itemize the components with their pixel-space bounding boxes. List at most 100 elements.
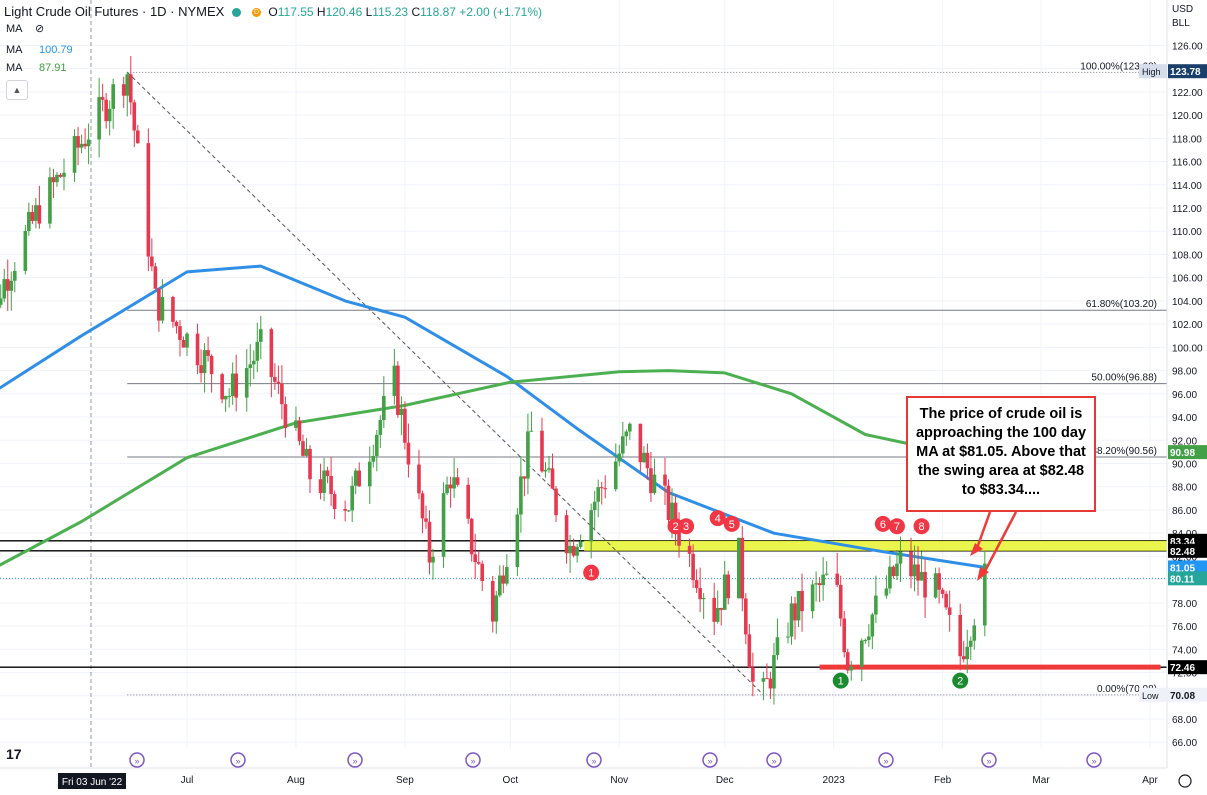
close-label: C: [411, 5, 421, 19]
candle-body: [874, 595, 878, 615]
event-icon-glyph: »: [883, 756, 888, 766]
candle-body: [677, 528, 681, 546]
event-icon-glyph: »: [707, 756, 712, 766]
candle-body: [185, 333, 189, 348]
status-dot-icon: [231, 8, 241, 18]
candle-body: [346, 510, 351, 512]
candle-body: [325, 470, 330, 477]
candle-body: [318, 479, 323, 493]
candle-body: [698, 588, 702, 600]
symbol-title[interactable]: Light Crude Oil Futures · 1D · NYMEX: [4, 4, 225, 19]
candle-body: [505, 567, 509, 584]
candle-body: [638, 423, 643, 463]
candle-body: [891, 566, 896, 576]
candle-body: [835, 573, 840, 585]
candle-body: [9, 280, 14, 291]
candle-body: [490, 580, 495, 622]
price-tick: 120.00: [1172, 111, 1203, 122]
eye-off-icon[interactable]: ⊘: [34, 23, 45, 35]
price-tick: 98.00: [1172, 367, 1197, 378]
price-tick: 90.00: [1172, 459, 1197, 470]
candle-body: [726, 574, 731, 599]
candle-body: [937, 573, 941, 590]
marker-red: [583, 564, 600, 581]
marker-red-label: 5: [729, 519, 735, 531]
price-tick: 96.00: [1172, 390, 1197, 401]
marker-red: [709, 510, 726, 527]
price-tick: 106.00: [1172, 274, 1203, 285]
candle-body: [540, 430, 544, 472]
candle-body: [417, 464, 421, 494]
candle-body: [2, 279, 7, 299]
marker-green: [952, 672, 969, 689]
candles: [0, 56, 987, 705]
candle-body: [983, 563, 987, 626]
price-tag-side-label: Low: [1142, 691, 1159, 701]
candle-body: [793, 603, 797, 621]
candle-body: [501, 575, 506, 584]
candle-body: [304, 448, 309, 456]
price-tag-side: [1139, 687, 1167, 702]
candle-body: [269, 329, 274, 377]
candle-body: [160, 296, 165, 321]
tradingview-logo: 17: [6, 746, 22, 762]
candle-body: [135, 130, 140, 144]
time-tick: 2023: [823, 775, 846, 786]
currency-label: USD: [1172, 4, 1193, 15]
candle-body: [526, 431, 530, 479]
candle-body: [427, 521, 432, 563]
event-icon: [347, 752, 363, 768]
candle-body: [83, 143, 87, 147]
event-icon: [702, 752, 718, 768]
candle-body: [406, 442, 411, 465]
candle-body: [642, 452, 646, 463]
time-tick: Dec: [716, 775, 734, 786]
price-tick: 92.00: [1172, 436, 1197, 447]
candle-body: [424, 518, 428, 522]
candle-body: [687, 545, 692, 554]
candle-body: [933, 573, 938, 598]
ma-legend-1[interactable]: MA ⊘: [6, 22, 44, 35]
ma-legend-3[interactable]: MA 87.91: [6, 62, 67, 74]
candle-body: [621, 436, 625, 454]
marker-red-label: 8: [918, 521, 924, 533]
event-icon-glyph: »: [352, 756, 357, 766]
candle-body: [248, 364, 253, 369]
candle-body: [649, 468, 653, 494]
price-tick: 82.00: [1172, 552, 1197, 563]
ma2-value: 100.79: [38, 44, 73, 56]
marker-red-label: 1: [588, 568, 594, 580]
ma-legend-2[interactable]: MA 100.79: [6, 44, 73, 56]
candle-body: [712, 597, 716, 622]
candle-body: [30, 211, 35, 221]
ma-line-1: [0, 264, 986, 569]
candle-body: [308, 448, 312, 480]
event-icon: [586, 752, 602, 768]
time-tick: Apr: [1142, 775, 1158, 786]
candle-body: [466, 484, 470, 519]
candle-body: [599, 487, 604, 489]
candle-body: [128, 74, 133, 103]
marker-red-label: 3: [683, 521, 689, 533]
price-tag-label: 82.48: [1170, 547, 1195, 558]
candle-body: [550, 468, 555, 489]
candle-body: [223, 396, 228, 400]
candle-body: [107, 108, 112, 122]
price-tag: [1168, 560, 1207, 575]
candle-body: [522, 476, 527, 479]
candle-body: [867, 636, 871, 641]
event-icon-glyph: »: [1091, 756, 1096, 766]
candle-body: [845, 652, 850, 671]
price-tag: [1168, 687, 1207, 702]
candle-body: [403, 408, 407, 443]
price-tag: [1168, 445, 1207, 460]
candle-body: [765, 678, 769, 680]
annotation-arrows: [970, 511, 1018, 581]
collapse-legend-button[interactable]: ▲: [6, 80, 28, 100]
arrow-head: [977, 567, 989, 581]
ma1-label: MA: [6, 23, 22, 35]
fib-retracement: 100.00%(123.68) 61.80%(103.20) 50.00%(96.8…: [127, 61, 1167, 696]
candle-body: [202, 350, 207, 374]
swing-zone: [0, 540, 1167, 670]
